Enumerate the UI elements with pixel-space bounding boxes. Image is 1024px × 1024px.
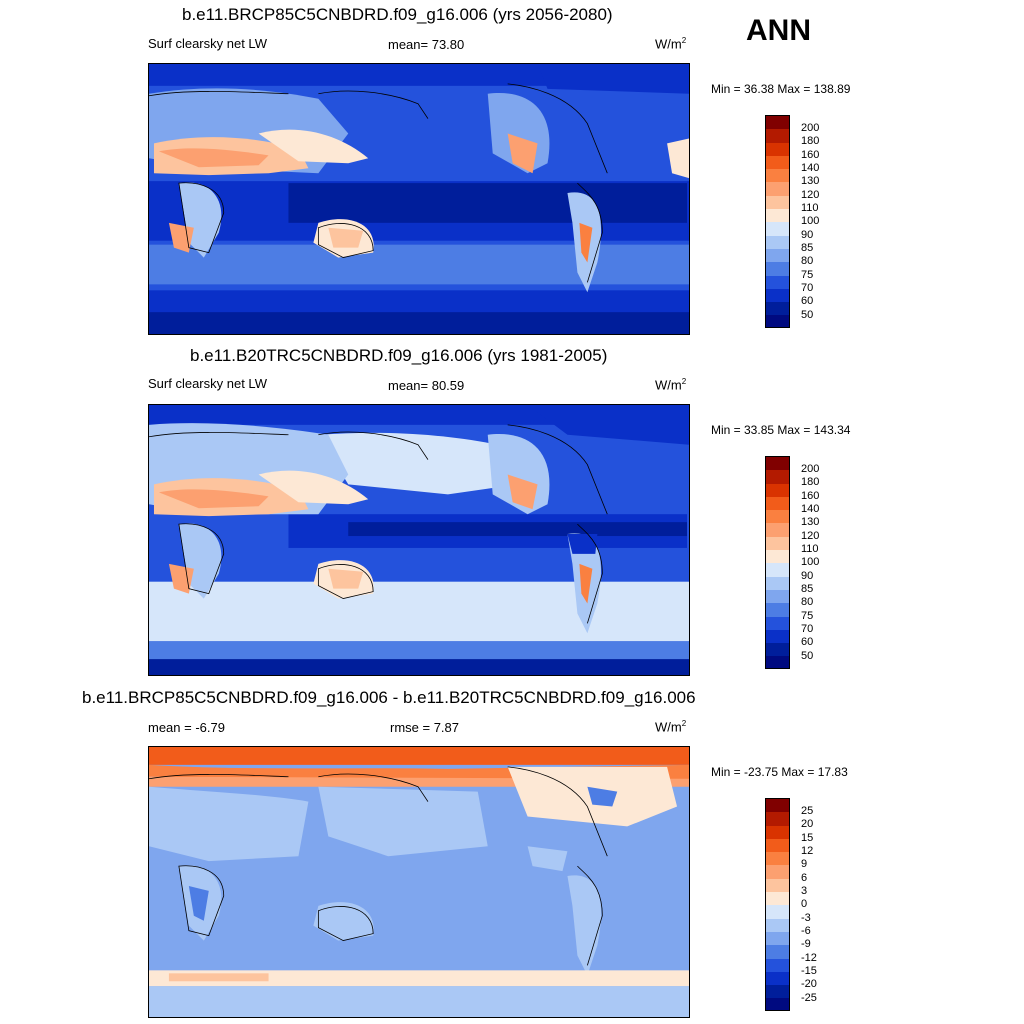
colorbar-tick-label: -9 (801, 938, 811, 950)
colorbar-tick-label: 20 (801, 818, 814, 830)
colorbar-tick-label: 0 (801, 898, 808, 910)
panel-2-mean: mean= 80.59 (388, 378, 465, 393)
colorbar-tick-label: 180 (801, 135, 820, 147)
colorbar-tick-label: 140 (801, 162, 820, 174)
colorbar-tick-label: -12 (801, 952, 817, 964)
colorbar-tick-label: 180 (801, 476, 820, 488)
colorbar-tick-label: 50 (801, 650, 814, 662)
colorbar-tick-label: 110 (801, 202, 819, 214)
colorbar-tick-label: 200 (801, 463, 820, 475)
panel-2-units: W/m2 (655, 377, 687, 393)
colorbar-tick-label: 12 (801, 845, 814, 857)
colorbar-tick-label: 15 (801, 832, 814, 844)
colorbar-tick-label: 70 (801, 623, 814, 635)
panel-2-colorbar (765, 456, 790, 669)
panel-1-title: b.e11.BRCP85C5CNBDRD.f09_g16.006 (yrs 20… (182, 5, 613, 24)
colorbar-tick-label: 70 (801, 282, 814, 294)
panel-1-colorbar (765, 115, 790, 328)
panel-2-minmax: Min = 33.85 Max = 143.34 (711, 423, 851, 437)
colorbar-tick-label: 100 (801, 556, 820, 568)
panel-3-units: W/m2 (655, 719, 687, 735)
colorbar-tick-label: 130 (801, 175, 820, 187)
colorbar-tick-label: 200 (801, 122, 820, 134)
colorbar-tick-label: 110 (801, 543, 819, 555)
colorbar-tick-label: -3 (801, 912, 811, 924)
colorbar-tick-label: -6 (801, 925, 811, 937)
panel-2-map (148, 404, 690, 676)
colorbar-tick-label: 90 (801, 229, 814, 241)
world-map-difference-contour-icon (149, 747, 689, 1017)
colorbar-tick-label: 120 (801, 530, 820, 542)
colorbar-tick-label: 85 (801, 583, 814, 595)
colorbar-tick-label: 85 (801, 242, 814, 254)
colorbar-tick-label: 75 (801, 269, 814, 281)
panel-1-units: W/m2 (655, 36, 687, 52)
panel-1-map (148, 63, 690, 335)
colorbar-tick-label: 160 (801, 149, 820, 161)
panel-1-minmax: Min = 36.38 Max = 138.89 (711, 82, 851, 96)
colorbar-tick-label: 50 (801, 309, 814, 321)
colorbar-tick-label: 140 (801, 503, 820, 515)
panel-2-variable-label: Surf clearsky net LW (148, 376, 267, 391)
colorbar-tick-label: 100 (801, 215, 820, 227)
colorbar-tick-label: 3 (801, 885, 808, 897)
panel-3-mean: mean = -6.79 (148, 720, 225, 735)
panel-3-title: b.e11.BRCP85C5CNBDRD.f09_g16.006 - b.e11… (82, 688, 696, 707)
colorbar-tick-label: 75 (801, 610, 814, 622)
world-map-filled-contour-icon (149, 405, 689, 675)
colorbar-tick-label: 9 (801, 858, 808, 870)
panel-1-variable-label: Surf clearsky net LW (148, 36, 267, 51)
colorbar-tick-label: 80 (801, 255, 814, 267)
colorbar-tick-label: 90 (801, 570, 814, 582)
colorbar-tick-label: 80 (801, 596, 814, 608)
season-label: ANN (746, 14, 811, 47)
colorbar-tick-label: -20 (801, 978, 817, 990)
panel-3-minmax: Min = -23.75 Max = 17.83 (711, 765, 848, 779)
panel-2-title: b.e11.B20TRC5CNBDRD.f09_g16.006 (yrs 198… (190, 346, 608, 365)
colorbar-tick-label: 130 (801, 516, 820, 528)
colorbar-tick-label: 60 (801, 295, 814, 307)
panel-1-mean: mean= 73.80 (388, 37, 465, 52)
colorbar-tick-label: 6 (801, 872, 808, 884)
colorbar-tick-label: 25 (801, 805, 814, 817)
world-map-filled-contour-icon (149, 64, 689, 334)
colorbar-tick-label: 160 (801, 490, 820, 502)
colorbar-tick-label: 60 (801, 636, 814, 648)
colorbar-tick-label: 120 (801, 189, 820, 201)
panel-3-map (148, 746, 690, 1018)
colorbar-tick-label: -25 (801, 992, 817, 1004)
panel-3-colorbar (765, 798, 790, 1011)
panel-3-rmse: rmse = 7.87 (390, 720, 460, 735)
colorbar-tick-label: -15 (801, 965, 817, 977)
